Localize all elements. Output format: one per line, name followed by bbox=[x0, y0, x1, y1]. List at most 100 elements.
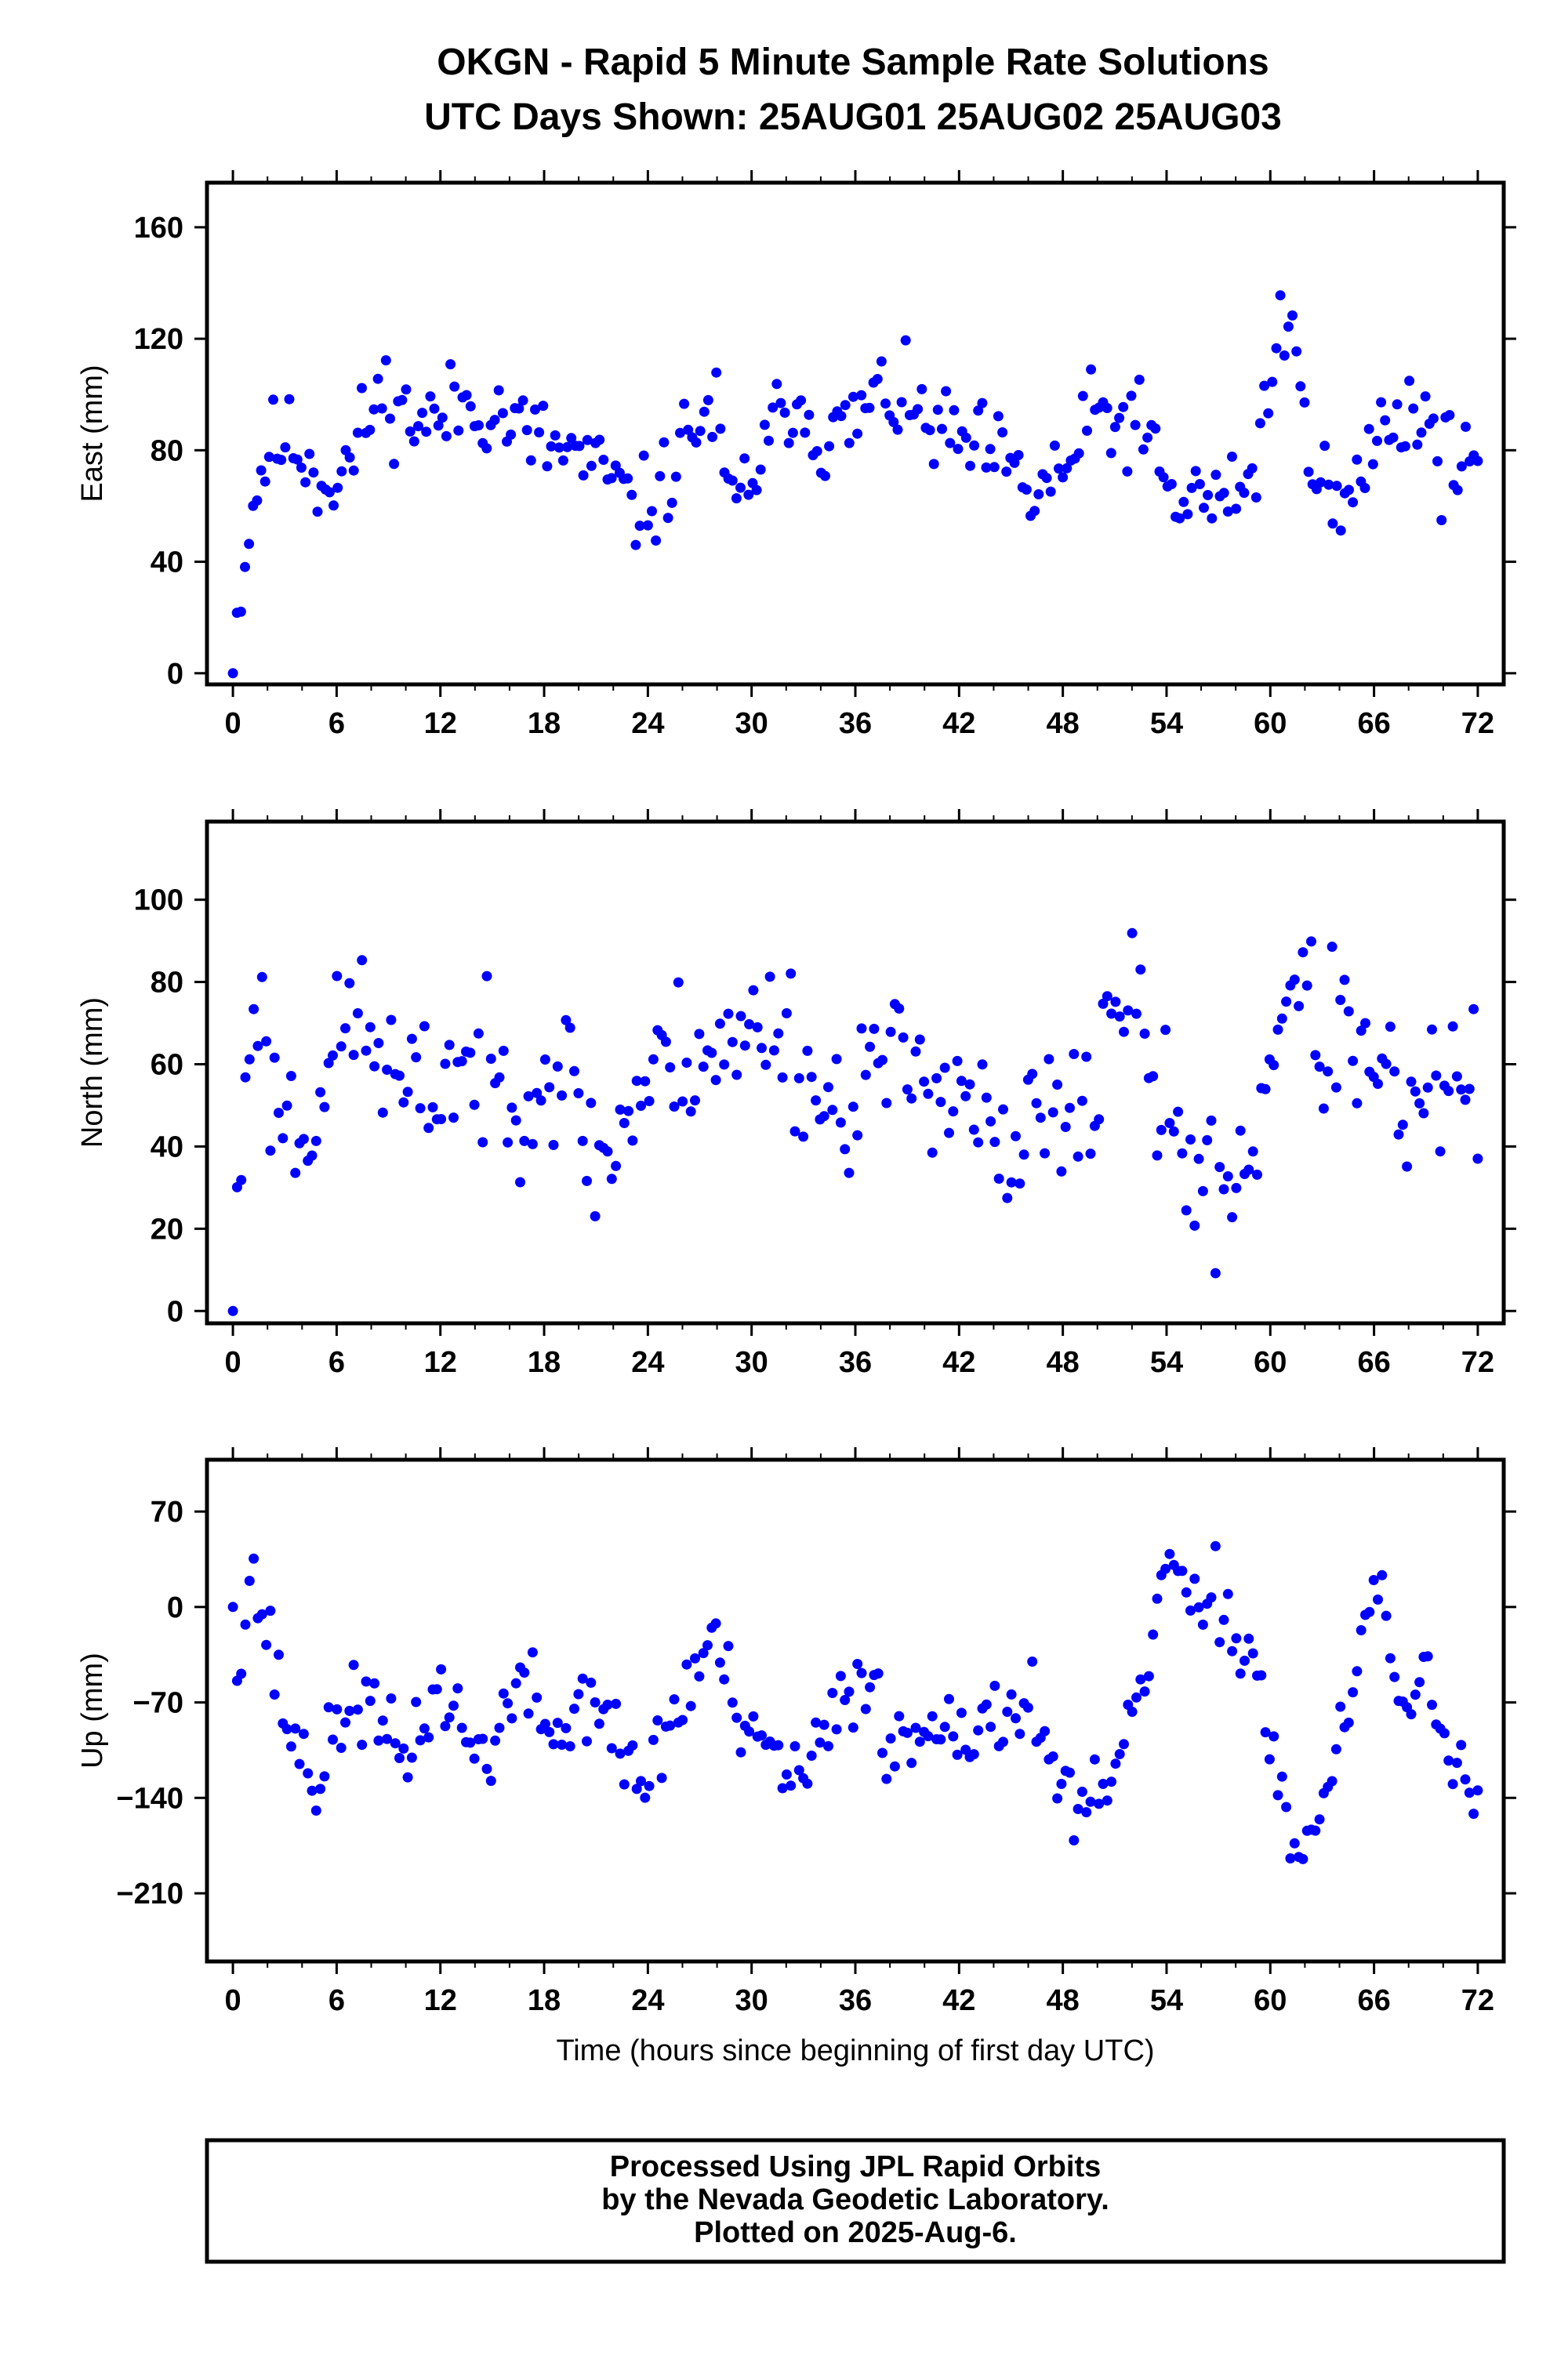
data-point bbox=[1138, 444, 1149, 455]
data-point bbox=[332, 1704, 343, 1715]
data-point bbox=[564, 1022, 575, 1033]
data-point bbox=[923, 1088, 934, 1099]
data-point bbox=[1254, 418, 1265, 429]
x-tick-label: 48 bbox=[1046, 1346, 1079, 1379]
data-point bbox=[1102, 991, 1112, 1002]
data-point bbox=[1013, 450, 1024, 460]
data-point bbox=[622, 473, 633, 484]
data-point bbox=[1363, 423, 1374, 434]
data-point bbox=[582, 434, 593, 445]
data-point bbox=[977, 397, 988, 408]
data-point bbox=[1077, 390, 1088, 401]
data-point bbox=[361, 1045, 372, 1056]
data-point bbox=[1464, 1787, 1475, 1798]
x-tick-label: 72 bbox=[1461, 1346, 1494, 1379]
data-point bbox=[865, 1682, 876, 1693]
data-point bbox=[569, 1065, 579, 1076]
data-point bbox=[310, 1805, 321, 1816]
data-point bbox=[542, 461, 553, 472]
data-point bbox=[1218, 1614, 1229, 1625]
data-point bbox=[1269, 1060, 1279, 1071]
data-point bbox=[561, 1014, 572, 1025]
data-point bbox=[949, 405, 960, 416]
data-point bbox=[465, 401, 476, 412]
y-tick-label: 70 bbox=[151, 1496, 183, 1529]
data-point bbox=[1098, 998, 1109, 1009]
data-point bbox=[344, 978, 355, 989]
data-point bbox=[298, 1134, 309, 1145]
data-point bbox=[743, 489, 754, 500]
data-point bbox=[1344, 484, 1354, 495]
data-point bbox=[1094, 1114, 1105, 1125]
x-tick-label: 0 bbox=[225, 1346, 241, 1379]
data-point bbox=[896, 397, 907, 408]
data-point bbox=[1235, 1668, 1246, 1679]
data-point bbox=[376, 403, 387, 414]
data-point bbox=[1160, 1563, 1171, 1574]
data-point bbox=[894, 1711, 905, 1722]
data-point bbox=[552, 1718, 563, 1729]
data-point bbox=[715, 423, 726, 434]
data-point bbox=[489, 415, 500, 426]
data-point bbox=[1408, 403, 1419, 414]
data-point bbox=[1052, 1793, 1063, 1804]
data-point bbox=[1264, 1754, 1275, 1765]
data-point bbox=[1318, 1103, 1329, 1114]
data-point bbox=[1044, 1054, 1054, 1065]
data-point bbox=[1299, 397, 1310, 408]
data-point bbox=[706, 1047, 717, 1058]
footer-box: Processed Using JPL Rapid Orbits by the … bbox=[205, 2138, 1506, 2264]
data-point bbox=[881, 1773, 892, 1784]
data-point bbox=[1420, 391, 1431, 402]
data-point bbox=[1250, 492, 1261, 503]
data-point bbox=[913, 404, 924, 415]
data-point bbox=[1468, 1809, 1479, 1820]
data-point bbox=[485, 1776, 496, 1787]
data-point bbox=[406, 1752, 417, 1763]
data-point bbox=[332, 482, 343, 493]
data-point bbox=[411, 1052, 422, 1063]
data-point bbox=[827, 1105, 838, 1116]
data-point bbox=[1160, 1025, 1171, 1036]
data-point bbox=[1432, 455, 1443, 466]
data-point bbox=[1402, 1161, 1413, 1172]
data-point bbox=[523, 1090, 534, 1101]
data-point bbox=[735, 482, 746, 493]
x-tick-label: 36 bbox=[839, 1346, 872, 1379]
data-point bbox=[590, 1697, 601, 1707]
data-point bbox=[985, 1722, 996, 1733]
data-point bbox=[860, 1704, 871, 1715]
data-point bbox=[1410, 1086, 1421, 1097]
data-point bbox=[494, 1072, 505, 1083]
data-point bbox=[1085, 1149, 1096, 1159]
data-point bbox=[494, 1722, 505, 1733]
data-point bbox=[1356, 1025, 1367, 1036]
data-point bbox=[427, 1101, 438, 1112]
data-point bbox=[1283, 321, 1294, 332]
data-point bbox=[506, 1713, 517, 1724]
data-point bbox=[227, 1602, 238, 1613]
data-point bbox=[252, 1040, 263, 1051]
data-point bbox=[361, 1676, 372, 1687]
data-point bbox=[315, 1087, 326, 1098]
data-point bbox=[431, 1684, 442, 1695]
data-point bbox=[702, 1640, 713, 1651]
data-point bbox=[498, 1688, 509, 1699]
data-point bbox=[865, 1041, 876, 1052]
data-point bbox=[1460, 1094, 1471, 1105]
data-point bbox=[538, 401, 549, 412]
data-point bbox=[685, 1700, 696, 1711]
data-point bbox=[768, 1045, 779, 1056]
data-point bbox=[796, 395, 807, 406]
data-point bbox=[800, 427, 811, 438]
data-point bbox=[619, 1779, 630, 1790]
data-point bbox=[1094, 1798, 1105, 1809]
data-point bbox=[802, 1045, 813, 1056]
data-point bbox=[1022, 1702, 1033, 1713]
data-point bbox=[759, 419, 770, 430]
data-point bbox=[1339, 974, 1350, 985]
data-point bbox=[1259, 380, 1270, 391]
data-point bbox=[960, 1090, 971, 1101]
data-point bbox=[1148, 1071, 1159, 1082]
data-point bbox=[818, 1719, 829, 1730]
